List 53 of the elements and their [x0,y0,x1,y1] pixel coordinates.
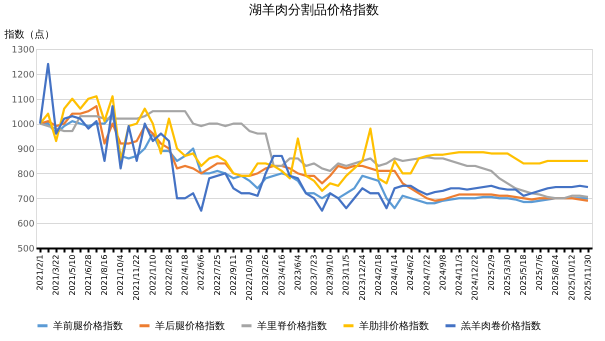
x-tick-label: 2025/8/24 [551,254,560,296]
x-tick-label: 2024/12/22 [470,254,480,301]
x-tick-label: 2021/3/22 [52,254,61,296]
x-tick-label: 2022/6/6 [196,254,206,290]
y-tick-label: 700 [17,194,35,205]
x-tick-label: 2022/9/11 [228,254,238,296]
x-tick-label: 2022/2/28 [164,254,174,296]
x-tick-label: 2023/9/10 [326,254,335,296]
x-tick-label: 2025/2/9 [486,254,496,290]
x-tick-label: 2024/2/18 [374,254,383,296]
x-tick-label: 2021/6/28 [84,254,93,296]
line-series [38,62,590,212]
x-tick-label: 2024/9/8 [438,254,448,290]
x-tick-label: 2025/7/6 [535,254,544,290]
x-tick-label: 2021/10/4 [116,254,126,296]
legend-label: 羊里脊价格指数 [257,320,327,332]
x-tick-label: 2025/11/30 [583,254,592,301]
legend-label: 羔羊肉卷价格指数 [461,320,541,332]
x-tick-label: 2021/2/1 [36,254,45,290]
x-tick-label: 2024/7/22 [422,254,432,296]
x-tick-label: 2022/10/30 [245,254,254,301]
x-tick-label: 2021/5/10 [68,254,77,296]
y-tick-label: 900 [17,145,35,155]
x-tick-label: 2023/12/24 [358,254,367,301]
legend-label: 羊肋排价格指数 [359,320,429,332]
x-tick-label: 2025/3/30 [502,254,512,296]
legend-label: 羊前腿价格指数 [53,320,123,332]
x-tick-label: 2021/11/22 [132,254,142,301]
x-tick-label: 2023/11/5 [342,254,351,296]
x-tick-label: 2023/2/26 [261,254,270,296]
y-tick-label: 500 [17,244,35,254]
x-tick-label: 2022/7/25 [212,254,222,296]
line-series [38,95,590,192]
y-tick-label: 1100 [12,95,35,106]
chart-title: 湖羊肉分割品价格指数 [249,3,379,18]
x-tick-label: 2025/10/12 [567,254,576,301]
legend-label: 羊后腿价格指数 [155,320,225,332]
y-tick-label: 800 [17,170,35,180]
y-axis-title: 指数（点） [4,28,54,40]
y-tick-label: 1300 [12,46,35,56]
y-tick-label: 1000 [12,120,35,130]
x-tick-label: 2021/8/16 [100,254,109,296]
x-tick-label: 2022/4/18 [180,254,190,296]
x-tick-label: 2023/7/23 [310,254,318,296]
x-tick-label: 2022/1/10 [148,254,158,296]
x-tick-label: 2024/4/14 [390,254,400,296]
x-tick-label: 2025/5/18 [519,254,528,296]
x-tick-label: 2024/11/3 [454,254,464,296]
y-tick-label: 1200 [12,70,35,80]
x-tick-label: 2024/6/2 [406,254,416,290]
x-tick-label: 2023/4/16 [277,254,286,296]
x-tick-label: 2023/6/4 [293,254,302,290]
y-tick-label: 600 [17,220,35,230]
